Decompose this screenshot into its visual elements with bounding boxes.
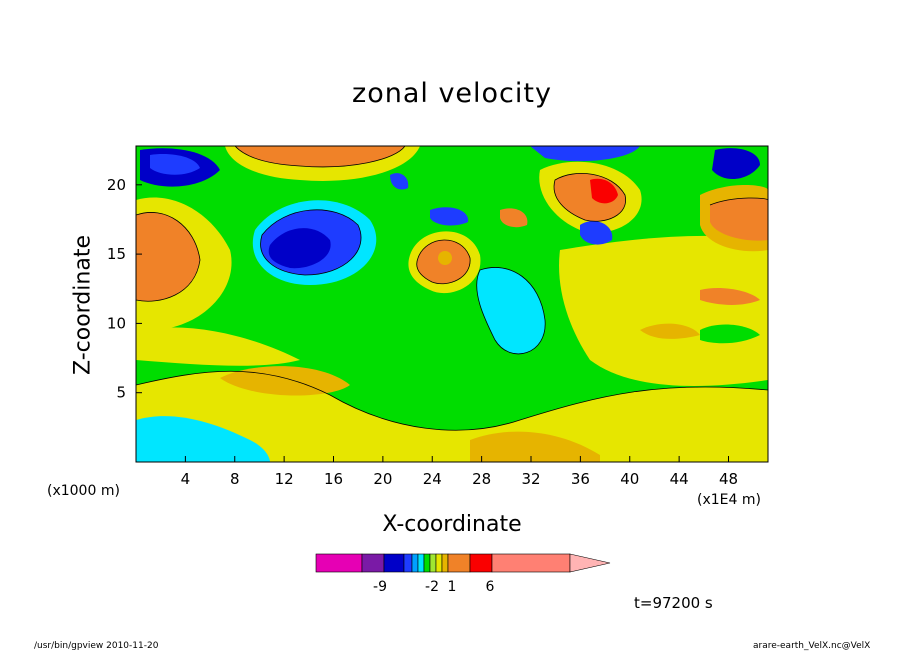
contour-lines bbox=[136, 146, 768, 431]
right-blue-blob bbox=[580, 220, 613, 245]
x-axis-unit-label: (x1000 m) bbox=[47, 483, 120, 499]
contour-field bbox=[136, 146, 768, 462]
right-yellow bbox=[559, 235, 768, 386]
far-right-orange-core bbox=[710, 197, 768, 241]
colorbar-swatch bbox=[435, 553, 443, 573]
upper-right-red bbox=[590, 178, 618, 204]
central-blue-core bbox=[268, 228, 331, 269]
colorbar-swatch bbox=[429, 553, 437, 573]
colorbar-swatch bbox=[315, 553, 363, 573]
colorbar-label: 1 bbox=[448, 579, 457, 595]
top-right-blue bbox=[530, 146, 640, 162]
colorbar-swatch bbox=[447, 553, 471, 573]
small-blue-blob bbox=[430, 207, 469, 226]
top-left-blue-core bbox=[150, 154, 200, 175]
x-tick-label: 40 bbox=[620, 470, 639, 488]
central-orange-core bbox=[438, 251, 452, 265]
y-axis-title: Z-coordinate bbox=[70, 235, 96, 375]
lower-left-cyan-region bbox=[136, 416, 270, 462]
x-tick-label: 16 bbox=[324, 470, 343, 488]
chart-title: zonal velocity bbox=[352, 78, 552, 109]
central-right-cyan bbox=[476, 267, 546, 354]
small-orange-blob bbox=[500, 208, 528, 228]
y-tick-label: 5 bbox=[116, 384, 126, 402]
right-green-streak bbox=[700, 324, 760, 344]
right-orange-streak bbox=[640, 323, 700, 339]
colorbar-swatch bbox=[411, 553, 419, 573]
x-axis-ticks: 4 8 12 16 20 24 28 32 36 40 44 48 bbox=[181, 456, 738, 488]
mid-left-yellow bbox=[136, 327, 300, 366]
colorbar-label: -9 bbox=[373, 579, 387, 595]
colorbar-label: -2 bbox=[425, 579, 439, 595]
x-tick-label: 44 bbox=[670, 470, 689, 488]
footer-source-file: arare-earth_VelX.nc@VelX bbox=[753, 641, 871, 651]
x-tick-label: 8 bbox=[230, 470, 240, 488]
x-axis-exponent-label: (x1E4 m) bbox=[697, 492, 761, 508]
y-tick-label: 15 bbox=[107, 245, 126, 263]
colorbar-swatch bbox=[403, 553, 413, 573]
x-tick-label: 32 bbox=[521, 470, 540, 488]
colorbar-label: 6 bbox=[486, 579, 495, 595]
colorbar: -9 -2 1 6 bbox=[315, 553, 611, 595]
right-orange-streak-2 bbox=[700, 288, 760, 305]
small-blue-dot bbox=[390, 173, 409, 190]
top-orange bbox=[235, 146, 405, 167]
top-right-blue-2 bbox=[712, 148, 760, 180]
x-tick-label: 36 bbox=[571, 470, 590, 488]
plot-frame bbox=[135, 145, 769, 463]
colorbar-swatch bbox=[423, 553, 431, 573]
x-axis-title: X-coordinate bbox=[382, 512, 522, 537]
y-axis-ticks: 5 10 15 20 bbox=[107, 176, 142, 402]
x-tick-label: 4 bbox=[181, 470, 191, 488]
y-tick-label: 10 bbox=[107, 314, 126, 332]
colorbar-swatch bbox=[441, 553, 449, 573]
lower-orange-region bbox=[220, 366, 350, 396]
colorbar-extend-arrow bbox=[569, 553, 611, 573]
x-tick-label: 20 bbox=[373, 470, 392, 488]
colorbar-swatch bbox=[469, 553, 493, 573]
x-tick-label: 24 bbox=[423, 470, 442, 488]
lower-orange-region bbox=[470, 431, 600, 462]
x-tick-label: 28 bbox=[472, 470, 491, 488]
footer-program-date: /usr/bin/gpview 2010-11-20 bbox=[34, 641, 159, 651]
colorbar-swatch bbox=[361, 553, 385, 573]
colorbar-swatch bbox=[491, 553, 571, 573]
time-label: t=97200 s bbox=[634, 594, 713, 612]
upper-left-orange bbox=[136, 212, 200, 302]
x-tick-label: 12 bbox=[275, 470, 294, 488]
y-tick-label: 20 bbox=[107, 176, 126, 194]
x-tick-label: 48 bbox=[719, 470, 738, 488]
colorbar-swatch bbox=[417, 553, 425, 573]
colorbar-swatch bbox=[383, 553, 405, 573]
